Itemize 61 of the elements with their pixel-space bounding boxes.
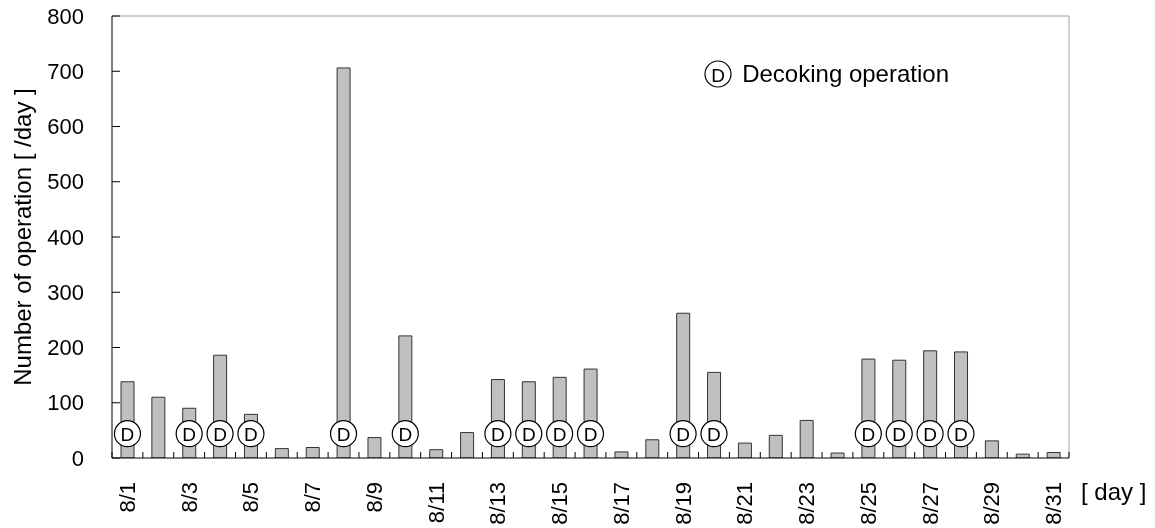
data-label: D	[583, 424, 598, 446]
x-axis-title: [ day ]	[1081, 477, 1147, 505]
y-tick-label: 400	[47, 224, 84, 250]
data-label: D	[954, 424, 968, 446]
x-tick-label: 8/27	[917, 482, 943, 525]
bar	[1015, 453, 1030, 458]
data-label: D	[892, 424, 907, 446]
bar	[614, 451, 629, 458]
data-label: D	[182, 424, 197, 446]
x-tick-label: 8/29	[979, 482, 1005, 525]
data-label: D	[213, 424, 227, 446]
data-label: D	[861, 424, 876, 446]
data-label: D	[552, 424, 567, 446]
x-tick-label: 8/15	[547, 482, 573, 525]
x-tick-label: 8/25	[855, 482, 881, 525]
bar	[1046, 451, 1061, 458]
bar	[645, 439, 660, 458]
y-axis-title: Number of operation [ /day ]	[8, 88, 36, 386]
data-label: D	[923, 424, 937, 446]
bar	[305, 447, 320, 458]
data-label: D	[120, 424, 135, 446]
y-tick-label: 0	[71, 445, 84, 471]
data-label: D	[491, 424, 505, 446]
bar	[737, 442, 752, 458]
data-label: D	[336, 424, 351, 446]
x-tick-label: 8/23	[794, 482, 820, 525]
x-tick-label: 8/1	[114, 482, 140, 513]
bar	[799, 419, 814, 458]
bar	[984, 440, 999, 458]
bar	[460, 432, 475, 458]
x-tick-label: 8/13	[485, 482, 511, 525]
data-label: D	[707, 424, 721, 446]
x-tick-label: 8/11	[423, 482, 449, 524]
data-label: D	[521, 424, 536, 446]
text: D	[711, 64, 726, 86]
y-tick-label: 500	[47, 169, 84, 195]
bar	[367, 437, 382, 458]
x-tick-label: 8/5	[238, 482, 264, 513]
x-tick-label: 8/21	[732, 482, 758, 525]
y-tick-label: 300	[47, 279, 84, 305]
x-tick-label: 8/19	[670, 482, 696, 525]
bar	[274, 448, 289, 458]
bar	[768, 434, 783, 458]
x-tick-label: 8/9	[361, 482, 387, 513]
y-tick-label: 200	[47, 335, 84, 360]
x-tick-label: 8/17	[608, 482, 634, 525]
y-tick-label: 700	[47, 58, 84, 84]
bar	[336, 67, 351, 458]
y-tick-label: 100	[47, 390, 84, 416]
x-tick-label: 8/3	[176, 482, 202, 513]
bar	[151, 396, 166, 458]
y-tick-label: 800	[47, 3, 84, 29]
data-label: D	[244, 424, 258, 446]
bar	[830, 452, 845, 458]
x-tick-label: 8/7	[300, 482, 326, 513]
data-label: D	[676, 424, 690, 446]
x-tick-label: 8/31	[1041, 482, 1067, 525]
bar	[429, 449, 444, 458]
data-label: D	[398, 424, 413, 446]
legend-label: Decoking operation	[742, 60, 949, 88]
y-tick-label: 600	[47, 114, 84, 139]
